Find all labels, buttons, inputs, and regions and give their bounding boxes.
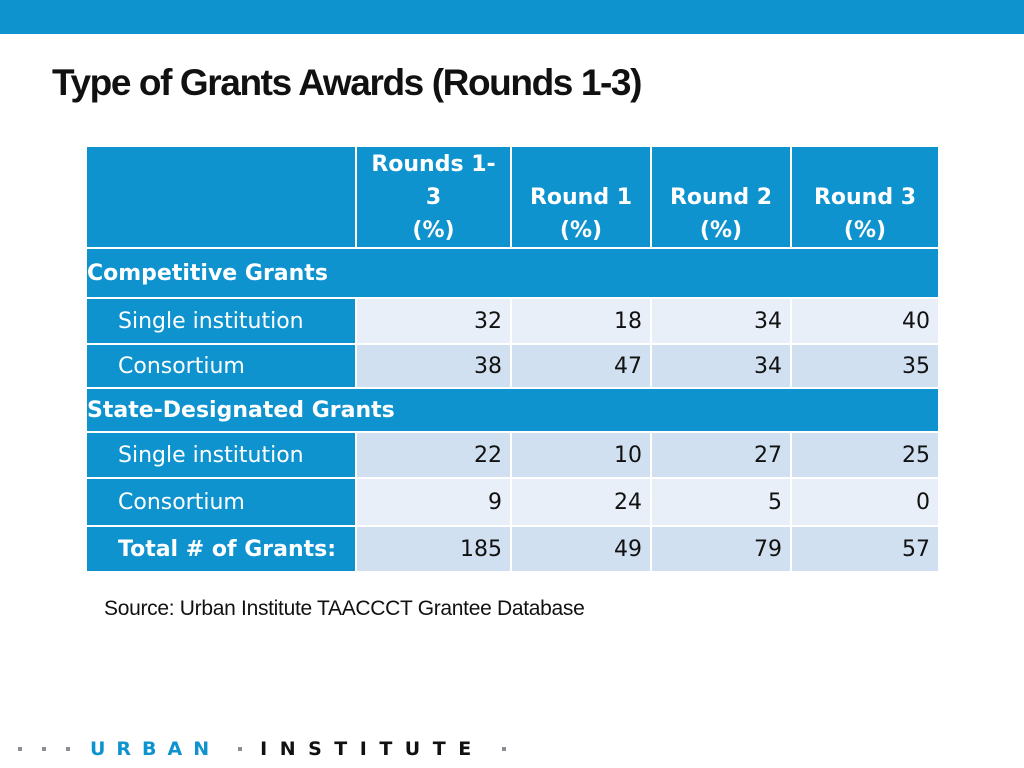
table-cell: 49 xyxy=(510,525,652,573)
table-cell: 57 xyxy=(790,525,940,573)
table-cell: 27 xyxy=(650,431,792,479)
table-cell: 22 xyxy=(355,431,512,479)
table-cell: 10 xyxy=(510,431,652,479)
table-cell: 32 xyxy=(355,297,512,345)
logo-dot xyxy=(66,747,70,751)
table-row: Single institution 32 18 34 40 xyxy=(85,297,940,345)
row-label: Single institution xyxy=(85,431,357,479)
row-label: Consortium xyxy=(85,477,357,527)
header-text: (%) xyxy=(699,218,743,243)
logo-dot xyxy=(42,747,46,751)
header-round-1: Round 1 (%) xyxy=(510,145,652,249)
header-text: Rounds 1- xyxy=(371,152,496,177)
header-text: 3 xyxy=(425,185,442,210)
header-text: Round 1 xyxy=(529,185,633,210)
section-title: Competitive Grants xyxy=(85,247,940,299)
table-cell: 34 xyxy=(650,343,792,389)
table-cell: 38 xyxy=(355,343,512,389)
header-text: (%) xyxy=(559,218,603,243)
slide-title: Type of Grants Awards (Rounds 1-3) xyxy=(52,62,642,103)
table-cell: 47 xyxy=(510,343,652,389)
header-round-3: Round 3 (%) xyxy=(790,145,940,249)
header-rounds-1-3: Rounds 1- 3 (%) xyxy=(355,145,512,249)
section-title: State-Designated Grants xyxy=(85,387,940,433)
total-row: Total # of Grants: 185 49 79 57 xyxy=(85,525,940,573)
table-cell: 185 xyxy=(355,525,512,573)
table-cell: 25 xyxy=(790,431,940,479)
section-row-competitive-grants: Competitive Grants xyxy=(85,247,940,299)
grants-table: Rounds 1- 3 (%) Round 1 (%) Round 2 (%) … xyxy=(85,145,940,573)
section-row-state-designated-grants: State-Designated Grants xyxy=(85,387,940,433)
header-text: (%) xyxy=(843,218,887,243)
table-cell: 35 xyxy=(790,343,940,389)
table-row: Consortium 9 24 5 0 xyxy=(85,477,940,527)
header-corner-cell xyxy=(85,145,357,249)
header-round-2: Round 2 (%) xyxy=(650,145,792,249)
urban-institute-logo: URBAN INSTITUTE xyxy=(18,738,526,760)
logo-dot xyxy=(501,747,506,751)
header-row: Rounds 1- 3 (%) Round 1 (%) Round 2 (%) … xyxy=(85,145,940,249)
table-cell: 5 xyxy=(650,477,792,527)
table-row: Consortium 38 47 34 35 xyxy=(85,343,940,389)
table-cell: 24 xyxy=(510,477,652,527)
row-label: Single institution xyxy=(85,297,357,345)
table-cell: 18 xyxy=(510,297,652,345)
table-cell: 40 xyxy=(790,297,940,345)
table-cell: 9 xyxy=(355,477,512,527)
table-cell: 79 xyxy=(650,525,792,573)
header-text: Round 2 xyxy=(669,185,773,210)
table-cell: 0 xyxy=(790,477,940,527)
table-row: Single institution 22 10 27 25 xyxy=(85,431,940,479)
row-label: Consortium xyxy=(85,343,357,389)
table-cell: 34 xyxy=(650,297,792,345)
logo-dot xyxy=(238,747,243,751)
total-label: Total # of Grants: xyxy=(85,525,357,573)
logo-dot xyxy=(18,747,22,751)
header-text: (%) xyxy=(412,218,455,243)
header-text: Round 3 xyxy=(813,185,917,210)
logo-urban-text: URBAN xyxy=(90,738,221,760)
top-accent-bar xyxy=(0,0,1024,34)
logo-institute-text: INSTITUTE xyxy=(260,738,484,760)
source-note: Source: Urban Institute TAACCCT Grantee … xyxy=(104,597,585,620)
